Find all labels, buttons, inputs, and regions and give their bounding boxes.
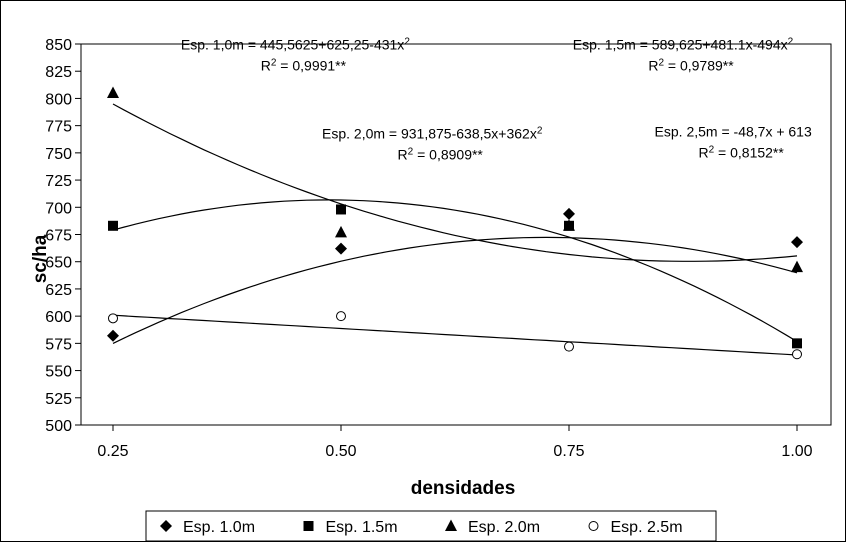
x-tick-label: 0.50 [325,443,356,460]
data-point [791,260,803,273]
r-squared-label: R2 = 0,8909** [398,146,484,163]
data-point [563,207,575,220]
y-tick-label: 825 [45,64,72,81]
equation-label: Esp. 2,5m = -48,7x + 613 [655,124,812,140]
r-squared-label: R2 = 0,8152** [698,144,784,161]
legend-marker [588,521,599,531]
y-tick-label: 725 [45,173,72,190]
equation-label: Esp. 1,0m = 445,5625+625,25-431x2 [181,36,410,53]
data-point [792,338,802,349]
data-point [335,242,347,255]
data-point [336,311,346,322]
y-tick-label: 525 [45,391,72,408]
legend-label: Esp. 1.0m [183,519,255,536]
y-axis-title: sc/ha [30,234,51,283]
data-point [107,329,119,342]
data-point [335,225,347,238]
y-tick-label: 500 [45,418,72,435]
plot-area [80,43,832,426]
legend-label: Esp. 1.5m [326,519,398,536]
y-tick-label: 800 [45,91,72,108]
data-point [564,341,574,352]
y-tick-label: 625 [45,282,72,299]
y-tick-label: 700 [45,200,72,217]
data-point [563,219,575,231]
y-tick-label: 650 [45,255,72,272]
equation-label: Esp. 2,0m = 931,875-638,5x+362x2 [322,125,543,142]
y-tick-label: 750 [45,146,72,163]
data-point [107,86,119,98]
r-squared-label: R2 = 0,9991** [261,57,347,74]
legend-marker [160,520,172,532]
trend-line [112,236,798,344]
legend-label: Esp. 2.5m [611,519,683,536]
x-tick-label: 1.00 [781,443,812,460]
y-tick-label: 775 [45,119,72,136]
x-tick-label: 0.25 [97,443,128,460]
y-tick-label: 850 [45,37,72,54]
legend-box [145,510,717,542]
data-point [791,236,803,249]
legend: Esp. 1.0m Esp. 1.5m Esp. 2.0m Esp. 2.5m [145,510,717,542]
trend-line [112,314,798,356]
legend-marker [445,519,457,531]
y-tick-label: 675 [45,228,72,245]
r-squared-label: R2 = 0,9789** [648,57,734,74]
trend-line [112,199,798,343]
y-tick-label: 600 [45,309,72,326]
y-tick-label: 575 [45,336,72,353]
legend-marker [303,521,314,531]
x-axis-title: densidades [411,478,516,499]
data-point [792,349,802,360]
trend-line [112,103,798,262]
y-tick-label: 550 [45,364,72,381]
data-point [336,204,346,215]
data-point [108,313,118,324]
equation-label: Esp. 1,5m = 589,625+481.1x-494x2 [573,36,794,53]
data-point [108,220,118,231]
legend-label: Esp. 2.0m [468,519,540,536]
x-tick-label: 0.75 [553,443,584,460]
